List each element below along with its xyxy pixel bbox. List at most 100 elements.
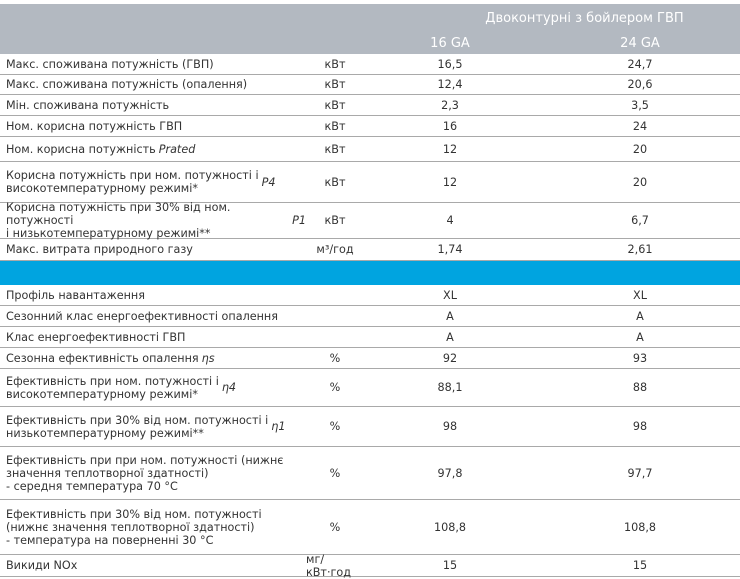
row-label-text: Викиди NOx — [6, 559, 78, 572]
table-row: Мін. споживана потужність кВт 2,3 3,5 — [0, 95, 740, 116]
value-16ga: 15 — [442, 559, 458, 572]
row-unit: кВт — [324, 98, 346, 112]
value-16ga: 98 — [442, 420, 458, 433]
row-label-text: Корисна потужність при ном. потужності і… — [6, 169, 259, 195]
table-row: Ефективність при при ном. потужності (ни… — [0, 447, 740, 500]
row-label-text: Сезонна ефективність опалення — [6, 351, 199, 365]
row-unit: кВт — [324, 142, 346, 156]
table-row: Ном. корисна потужність Prated кВт 12 20 — [0, 137, 740, 162]
row-unit — [306, 285, 364, 305]
row-label-text: Сезонний клас енергоефективності опаленн… — [6, 309, 278, 323]
value-24ga: 15 — [632, 559, 648, 572]
row-label: Ном. корисна потужність Prated — [6, 137, 306, 161]
row-label-text: Ефективність при 30% від ном. потужності… — [6, 507, 262, 547]
row-label: Корисна потужність при 30% від ном. поту… — [6, 201, 306, 240]
row-label: Ефективність при 30% від ном. потужності… — [6, 407, 306, 446]
value-16ga: 1,74 — [437, 243, 463, 256]
row-unit: мг/кВт·год — [306, 552, 351, 579]
value-24ga: 97,7 — [627, 466, 653, 480]
value-24ga: XL — [633, 288, 647, 302]
row-label: Макс. витрата природного газу — [6, 239, 306, 260]
value-24ga: 93 — [632, 351, 648, 365]
table-row: Макс. споживана потужність (опалення) кВт… — [0, 75, 740, 95]
value-24ga: 88 — [632, 381, 648, 394]
row-label-symbol: P4 — [261, 175, 276, 189]
row-unit: кВт — [324, 119, 346, 133]
row-label-symbol: η4 — [221, 381, 237, 394]
row-label-symbol: P1 — [292, 214, 306, 227]
section-divider-band — [0, 261, 740, 285]
row-label: Корисна потужність при ном. потужності і… — [6, 162, 306, 202]
value-16ga: 12 — [442, 142, 458, 156]
row-label: Мін. споживана потужність — [6, 95, 306, 115]
table-row: Ефективність при 30% від ном. потужності… — [0, 500, 740, 555]
row-unit: кВт — [324, 57, 346, 71]
row-label-text: Ном. корисна потужність — [6, 142, 156, 156]
row-unit: % — [329, 351, 341, 365]
row-unit: % — [329, 466, 341, 480]
value-24ga: A — [636, 309, 644, 323]
value-24ga: 108,8 — [623, 520, 657, 534]
value-24ga: 98 — [632, 420, 648, 433]
value-24ga: 20,6 — [627, 78, 653, 91]
value-16ga: 2,3 — [441, 98, 459, 112]
value-16ga: 16 — [442, 119, 458, 133]
table-row: Ефективність при ном. потужності і висок… — [0, 369, 740, 407]
table-header-models: 16 GA 24 GA — [0, 34, 740, 54]
value-16ga: 92 — [442, 351, 458, 365]
group-title: Двоконтурні з бойлером ГВП — [485, 11, 684, 26]
value-24ga: 20 — [632, 175, 648, 189]
row-label-text: Макс. споживана потужність (ГВП) — [6, 57, 214, 71]
row-label: Викиди NOx — [6, 555, 306, 576]
row-label: Ефективність при 30% від ном. потужності… — [6, 500, 306, 554]
row-label: Сезонна ефективність опалення ηs — [6, 348, 306, 368]
row-unit: % — [329, 520, 341, 534]
table-row: Макс. споживана потужність (ГВП) кВт 16,5 2… — [0, 54, 740, 75]
row-unit: % — [329, 381, 341, 394]
row-label: Макс. споживана потужність (опалення) — [6, 75, 306, 94]
row-label: Ном. корисна потужність ГВП — [6, 116, 306, 136]
row-unit: кВт — [324, 175, 346, 189]
row-label-text: Макс. споживана потужність (опалення) — [6, 78, 248, 91]
value-16ga: 12,4 — [437, 78, 463, 91]
table-row: Сезонна ефективність опалення ηs% 92 93 — [0, 348, 740, 369]
row-label: Макс. споживана потужність (ГВП) — [6, 54, 306, 74]
row-label-text: Мін. споживана потужність — [6, 98, 170, 112]
row-label-symbol: Prated — [158, 142, 196, 156]
value-24ga: 24 — [632, 119, 648, 133]
value-24ga: A — [636, 330, 644, 344]
row-label-text: Ефективність при ном. потужності і висок… — [6, 374, 219, 401]
value-16ga: 97,8 — [437, 466, 463, 480]
value-16ga: A — [446, 309, 454, 323]
value-24ga: 24,7 — [627, 57, 653, 71]
row-label: Ефективність при при ном. потужності (ни… — [6, 447, 306, 499]
table-row: Викиди NOx мг/кВт·год 15 15 — [0, 552, 740, 579]
model-header-16ga: 16 GA — [430, 36, 470, 51]
table-row: Клас енергоефективності ГВП A A — [0, 327, 740, 348]
row-label: Ефективність при ном. потужності і висок… — [6, 369, 306, 406]
row-label-text: Макс. витрата природного газу — [6, 243, 193, 256]
table-row: Профіль навантаження XL XL — [0, 285, 740, 306]
row-label: Сезонний клас енергоефективності опаленн… — [6, 306, 306, 326]
value-16ga: 88,1 — [437, 381, 463, 394]
row-label-symbol: η1 — [271, 420, 286, 433]
row-label-text: Ефективність при при ном. потужності (ни… — [6, 453, 284, 493]
row-label-text: Профіль навантаження — [6, 288, 145, 302]
row-unit: кВт — [324, 214, 346, 227]
value-16ga: 12 — [442, 175, 458, 189]
table-row: Макс. витрата природного газу м³/год 1,74 2… — [0, 239, 740, 261]
table-row: Корисна потужність при 30% від ном. поту… — [0, 201, 740, 240]
row-unit: % — [329, 420, 341, 433]
value-24ga: 20 — [632, 142, 648, 156]
value-24ga: 3,5 — [631, 98, 649, 112]
value-16ga: 4 — [446, 214, 454, 227]
value-16ga: A — [446, 330, 454, 344]
row-label-text: Ефективність при 30% від ном. потужності… — [6, 413, 269, 440]
row-unit — [306, 327, 364, 347]
row-unit — [306, 306, 364, 326]
model-header-24ga: 24 GA — [620, 36, 660, 51]
value-16ga: 16,5 — [437, 57, 463, 71]
table-row: Ном. корисна потужність ГВП кВт 16 24 — [0, 116, 740, 137]
table-row: Сезонний клас енергоефективності опаленн… — [0, 306, 740, 327]
row-label: Профіль навантаження — [6, 285, 306, 305]
